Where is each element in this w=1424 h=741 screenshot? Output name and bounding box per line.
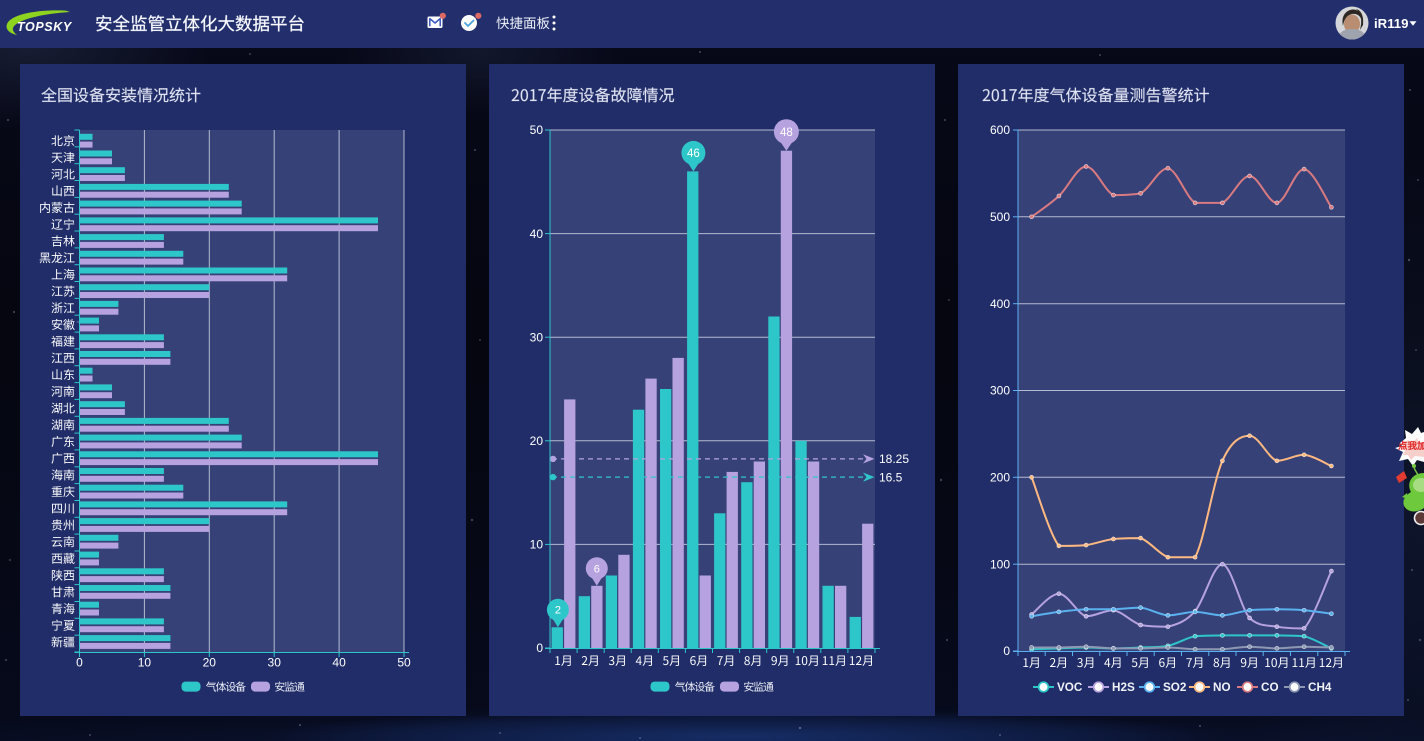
svg-text:CO: CO [1261,681,1279,694]
svg-text:20: 20 [530,434,544,448]
svg-text:0: 0 [76,656,83,670]
svg-text:VOC: VOC [1057,681,1083,694]
svg-text:0: 0 [536,641,543,655]
svg-text:40: 40 [530,227,544,241]
svg-text:16.5: 16.5 [879,470,903,484]
svg-text:0: 0 [1003,644,1010,658]
svg-text:18.25: 18.25 [879,452,909,466]
svg-text:TOPSKY: TOPSKY [17,20,73,34]
svg-text:50: 50 [530,123,544,137]
svg-text:20: 20 [203,656,217,670]
svg-text:NO: NO [1213,681,1231,694]
svg-text:H2S: H2S [1112,681,1135,694]
svg-text:48: 48 [780,127,793,139]
svg-text:iR119: iR119 [1374,16,1408,31]
svg-text:200: 200 [990,471,1010,485]
svg-text:30: 30 [268,656,282,670]
svg-text:10: 10 [530,538,544,552]
svg-text:CH4: CH4 [1308,681,1332,694]
svg-text:46: 46 [687,148,700,160]
svg-text:30: 30 [530,330,544,344]
svg-text:600: 600 [990,123,1010,137]
svg-text:6: 6 [594,563,600,575]
svg-text:100: 100 [990,557,1010,571]
svg-text:400: 400 [990,297,1010,311]
svg-text:SO2: SO2 [1163,681,1187,694]
svg-text:500: 500 [990,210,1010,224]
svg-text:2: 2 [555,605,561,617]
svg-text:300: 300 [990,384,1010,398]
svg-text:10: 10 [138,656,152,670]
svg-text:40: 40 [332,656,346,670]
svg-text:50: 50 [397,656,411,670]
